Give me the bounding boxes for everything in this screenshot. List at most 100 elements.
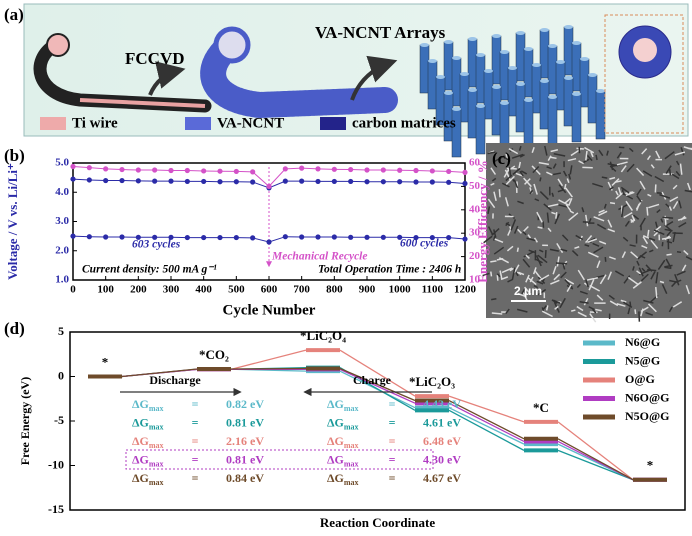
sem-fiber bbox=[678, 222, 687, 228]
delta-g-symbol: ΔGmax bbox=[327, 471, 359, 487]
sem-fiber bbox=[523, 250, 535, 258]
sem-fiber bbox=[496, 273, 501, 278]
connector bbox=[448, 409, 525, 451]
x-axis-label: Reaction Coordinate bbox=[320, 515, 435, 530]
data-point bbox=[299, 178, 305, 184]
nanotube bbox=[459, 73, 470, 123]
connector bbox=[557, 449, 634, 481]
x-tick-label: 400 bbox=[195, 284, 212, 296]
sem-fiber bbox=[641, 244, 648, 249]
legend-label: VA-NCNT bbox=[217, 115, 284, 131]
delta-g-symbol: ΔGmax bbox=[132, 415, 164, 431]
scale-label: 2 μm bbox=[514, 284, 542, 298]
annotation: Current density: 500 mA g⁻¹ bbox=[82, 264, 217, 276]
sem-fiber bbox=[520, 170, 528, 175]
sem-fiber bbox=[615, 191, 625, 200]
data-point bbox=[299, 165, 305, 171]
sem-fiber bbox=[685, 285, 690, 295]
nanotube-top bbox=[516, 82, 525, 86]
x-tick-label: 1200 bbox=[454, 284, 477, 296]
y2-tick-label: 50 bbox=[469, 180, 481, 192]
data-point bbox=[282, 166, 288, 172]
data-point bbox=[331, 166, 337, 172]
sem-fiber bbox=[557, 178, 564, 187]
nanotube-top bbox=[436, 75, 445, 79]
sem-fiber bbox=[576, 283, 581, 289]
data-point bbox=[331, 234, 337, 240]
sem-fiber bbox=[532, 165, 540, 174]
sem-fiber bbox=[593, 246, 604, 254]
sem-fiber bbox=[656, 209, 661, 214]
sem-fiber bbox=[628, 147, 634, 153]
delta-g: ΔG bbox=[327, 452, 344, 466]
sem-fiber bbox=[586, 276, 599, 281]
nanotube bbox=[475, 54, 486, 104]
nanotube bbox=[467, 89, 478, 139]
delta-g: ΔG bbox=[327, 415, 344, 429]
sem-fiber bbox=[523, 225, 529, 232]
sem-fiber bbox=[555, 262, 568, 265]
sem-fiber bbox=[564, 197, 571, 204]
sem-fiber bbox=[634, 309, 637, 315]
sem-fiber bbox=[551, 299, 558, 304]
data-point bbox=[315, 166, 321, 172]
y-tick-label: -5 bbox=[54, 413, 64, 427]
sem-fiber bbox=[568, 173, 572, 180]
x-tick-label: 900 bbox=[359, 284, 376, 296]
nanotube-top bbox=[524, 98, 533, 102]
sem-fiber bbox=[625, 191, 635, 197]
sem-fiber bbox=[533, 237, 539, 243]
delta-g-subscript: max bbox=[149, 404, 164, 413]
delta-g-symbol: ΔGmax bbox=[327, 415, 359, 431]
data-point bbox=[446, 168, 452, 175]
sem-fiber bbox=[595, 154, 598, 161]
sem-fiber bbox=[519, 170, 524, 177]
sem-fiber bbox=[671, 281, 677, 288]
data-point bbox=[413, 234, 419, 241]
sem-fiber bbox=[566, 284, 572, 293]
sem-fiber bbox=[537, 226, 543, 229]
legend-swatch bbox=[320, 117, 346, 130]
nanotube bbox=[587, 74, 598, 124]
sem-fiber bbox=[587, 251, 599, 258]
data-point bbox=[462, 180, 468, 187]
sem-fiber bbox=[515, 172, 524, 177]
equals: = bbox=[389, 397, 396, 411]
sem-fiber bbox=[566, 178, 570, 184]
nanotube-core bbox=[633, 38, 657, 62]
sem-fiber bbox=[620, 299, 627, 303]
delta-g-value: 0.84 eV bbox=[226, 471, 264, 485]
sem-fiber bbox=[512, 167, 521, 175]
legend-label: N5O@G bbox=[625, 409, 670, 423]
delta-g-value: 4.43 eV bbox=[423, 397, 461, 411]
sem-fiber bbox=[554, 305, 559, 310]
nanotube bbox=[507, 67, 518, 117]
sem-fiber bbox=[585, 235, 593, 244]
sem-fiber bbox=[528, 249, 536, 254]
delta-g-value: 4.67 eV bbox=[423, 471, 461, 485]
sem-fiber bbox=[664, 264, 673, 268]
nanotube bbox=[427, 60, 438, 110]
connector bbox=[448, 399, 525, 440]
delta-g-value: 6.48 eV bbox=[423, 434, 461, 448]
state-label: *LiC₂O₃ bbox=[409, 374, 455, 389]
data-point bbox=[119, 234, 125, 240]
connector bbox=[339, 367, 416, 402]
data-point bbox=[348, 178, 354, 185]
sem-fiber bbox=[529, 189, 534, 195]
data-point bbox=[135, 178, 141, 184]
data-point bbox=[250, 235, 256, 241]
y-tick-label: -15 bbox=[48, 502, 64, 516]
sem-fiber bbox=[680, 147, 685, 156]
nanotube-top bbox=[484, 69, 493, 73]
data-point bbox=[397, 167, 403, 173]
sem-fiber bbox=[490, 271, 493, 277]
nanotube-top bbox=[572, 41, 581, 45]
delta-g: ΔG bbox=[327, 434, 344, 448]
connector bbox=[230, 367, 307, 370]
x-tick-label: 1000 bbox=[389, 284, 412, 296]
x-tick-label: 300 bbox=[163, 284, 180, 296]
data-point bbox=[429, 234, 435, 241]
sem-fiber bbox=[599, 274, 607, 285]
state-label: *CO₂ bbox=[199, 347, 229, 362]
